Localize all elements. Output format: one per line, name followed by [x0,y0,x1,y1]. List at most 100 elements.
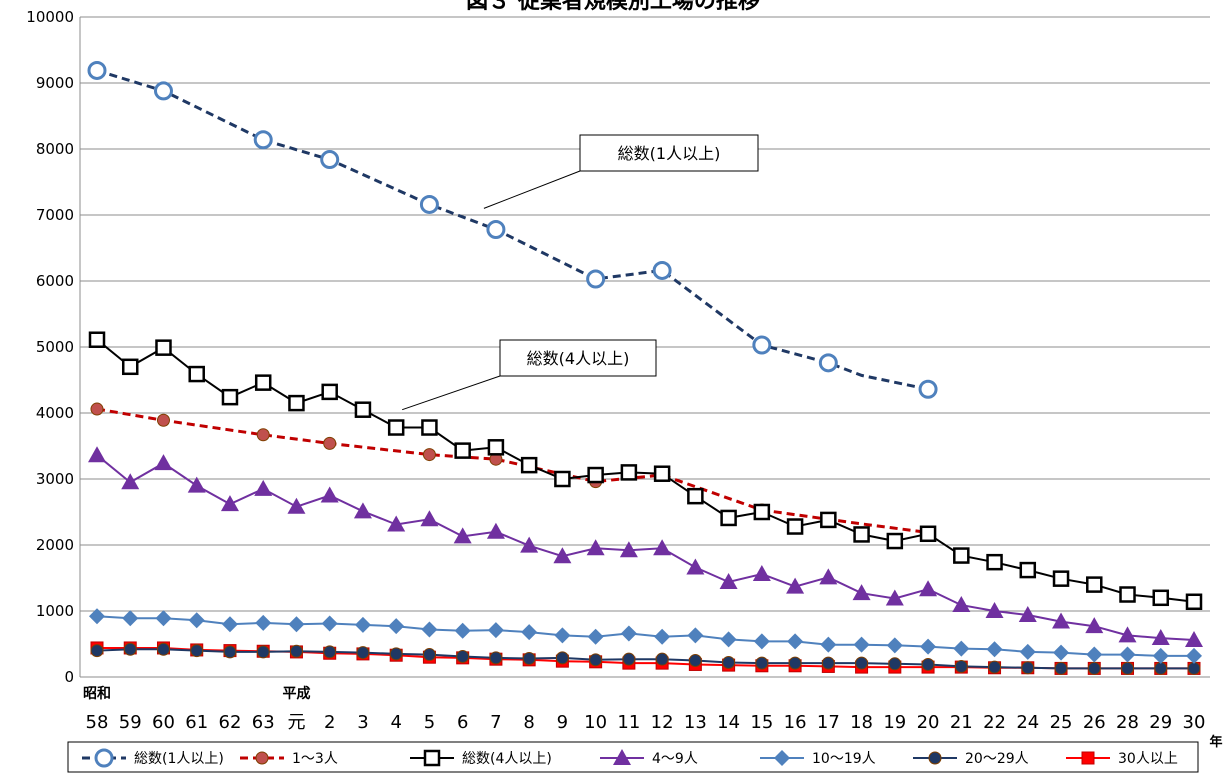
chart-title: 図３ 従業者規模別工場の推移 [466,0,760,14]
legend-label: 1～3人 [292,751,338,767]
data-point [654,628,671,645]
data-point [187,476,206,493]
data-point [853,636,870,653]
data-point [920,638,937,655]
series-line [96,338,1195,603]
data-point [155,339,172,356]
data-point [520,456,538,474]
x-tick-label: 24 [1016,712,1039,733]
data-point [653,465,671,482]
data-point [686,558,705,575]
x-tick-label: 18 [850,712,873,733]
data-point [985,602,1004,618]
data-point [988,660,1002,674]
data-point [622,652,636,666]
data-point [886,532,904,550]
x-tick-label: 26 [1083,712,1106,733]
data-point [720,631,737,648]
data-point [821,656,835,670]
data-point [1021,661,1035,675]
x-tick-label: 7 [490,712,501,733]
series-3 [88,446,1203,648]
data-point [619,541,638,558]
data-point [323,645,337,659]
data-point [687,487,704,505]
data-point [89,608,105,625]
data-point [521,624,538,641]
x-tick-label: 元 [287,712,305,733]
x-tick-label: 15 [750,712,773,733]
data-point [719,572,738,589]
x-tick-label: 21 [950,712,973,733]
data-point [220,495,239,512]
data-point [753,633,770,650]
series-2 [88,331,1203,611]
data-point [952,596,971,613]
y-tick-label: 2000 [36,536,74,554]
data-point [788,656,802,670]
y-tick-label: 9000 [36,74,74,92]
data-point [986,641,1003,658]
y-tick-label: 7000 [36,206,74,224]
data-point [487,439,505,456]
data-point [1151,629,1170,646]
y-tick-label: 10000 [26,8,74,26]
data-point [787,633,804,650]
annotation-leader [402,375,501,411]
x-tick-label: 9 [557,712,568,733]
era-label: 昭和 [83,686,111,702]
data-point [720,509,737,527]
data-point [255,614,272,631]
data-point [454,622,471,639]
annotation-box [499,339,657,377]
x-tick-label: 10 [584,712,607,733]
x-tick-label: 30 [1183,712,1206,733]
x-tick-label: 20 [917,712,940,733]
data-point [1119,646,1136,663]
legend-item: 1～3人 [240,751,338,767]
legend-label: 20～29人 [965,751,1029,767]
data-point [589,653,603,667]
data-point [918,379,938,399]
series-5 [90,642,1201,675]
data-point [1019,643,1036,660]
data-point [1054,661,1068,675]
data-point [855,656,869,670]
data-point [586,539,605,556]
data-point [87,60,107,80]
data-point [486,220,506,240]
data-point [321,615,338,632]
data-point [1052,570,1070,587]
data-point [1118,626,1137,643]
data-point [188,365,205,383]
data-point [1152,589,1170,607]
data-point [722,655,736,669]
data-point [953,547,970,564]
data-point [753,503,771,521]
legend: 総数(1人以上) 1～3人 総数(4人以上) 4～9人 10～19人 20～29人 30人以… [67,741,1199,773]
data-point [489,651,503,665]
data-point [456,650,470,664]
series-line [96,454,1195,641]
legend-item: 総数(1人以上) [82,748,224,768]
x-tick-label: 60 [152,712,175,733]
x-tick-label: 29 [1149,712,1172,733]
x-tick-label: 16 [784,712,807,733]
data-point [288,616,305,633]
x-tick-label: 28 [1116,712,1139,733]
legend-label: 10～19人 [812,751,876,767]
data-point [853,526,870,543]
y-tick-label: 6000 [36,272,74,290]
x-tick-label: 61 [185,712,208,733]
data-point [554,470,571,488]
data-point [919,580,938,597]
data-point [88,446,106,463]
data-point [320,150,340,170]
legend-item: 10～19人 [760,750,876,767]
data-point [1121,661,1135,675]
data-point [90,644,104,658]
annotation-label: 総数(1人以上) [618,144,721,163]
data-point [752,565,771,582]
data-point [1187,661,1201,675]
